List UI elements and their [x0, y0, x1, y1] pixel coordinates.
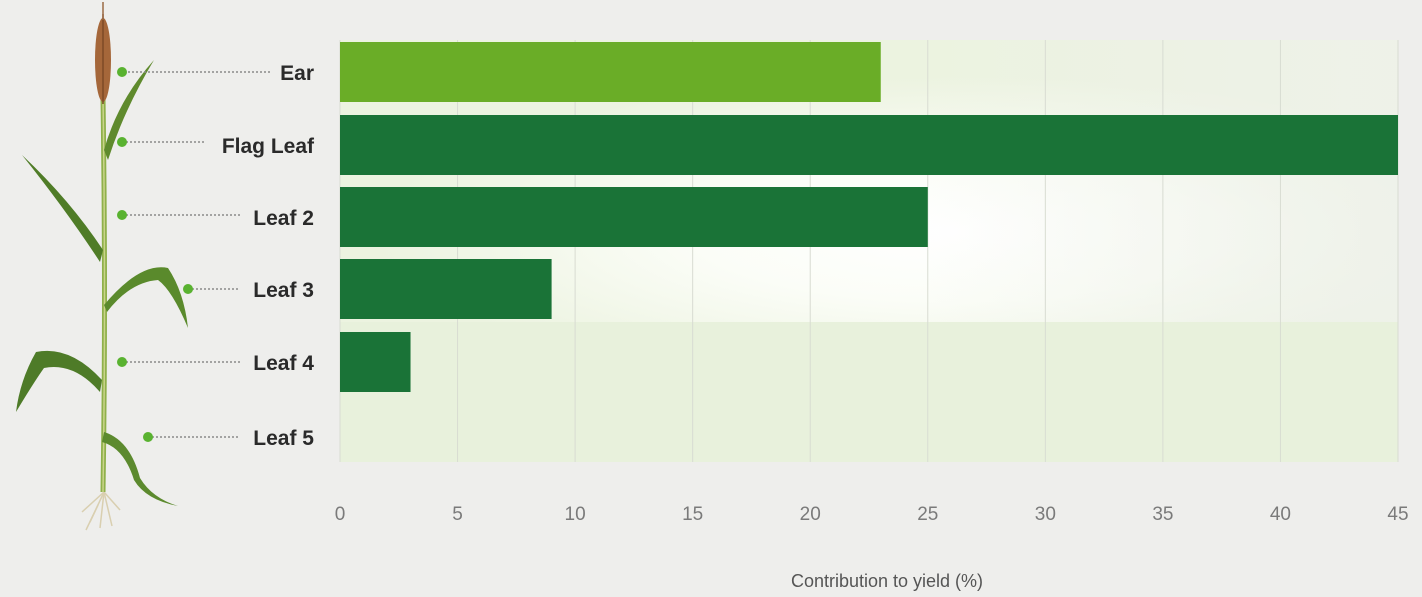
- category-label: Leaf 5: [253, 427, 314, 450]
- bars: [340, 42, 1398, 392]
- gridlines: [339, 40, 1399, 462]
- x-tick-label: 0: [335, 504, 346, 525]
- plot-background-lower: [340, 322, 1398, 462]
- x-tick-label: 35: [1152, 504, 1173, 525]
- x-tick-labels: 0 5 10 15 20 25 30 35 40 45: [335, 504, 1409, 525]
- bar: [340, 332, 411, 392]
- x-tick-label: 25: [917, 504, 938, 525]
- bar: [340, 42, 881, 102]
- bar: [340, 259, 552, 319]
- category-label: Leaf 3: [253, 279, 314, 302]
- x-axis-title: Contribution to yield (%): [791, 571, 983, 591]
- bar: [340, 115, 1398, 175]
- x-tick-label: 40: [1270, 504, 1291, 525]
- x-tick-label: 10: [565, 504, 586, 525]
- x-tick-label: 5: [452, 504, 463, 525]
- x-tick-label: 30: [1035, 504, 1056, 525]
- category-label: Flag Leaf: [222, 135, 315, 158]
- x-tick-label: 15: [682, 504, 703, 525]
- category-label: Leaf 4: [253, 352, 314, 375]
- bar: [340, 187, 928, 247]
- category-label: Ear: [280, 62, 314, 85]
- category-labels: Ear Flag Leaf Leaf 2 Leaf 3 Leaf 4 Leaf 5: [222, 62, 315, 450]
- wheat-plant-icon: [16, 2, 272, 531]
- category-label: Leaf 2: [253, 207, 314, 230]
- x-tick-label: 20: [800, 504, 821, 525]
- x-tick-label: 45: [1387, 504, 1408, 525]
